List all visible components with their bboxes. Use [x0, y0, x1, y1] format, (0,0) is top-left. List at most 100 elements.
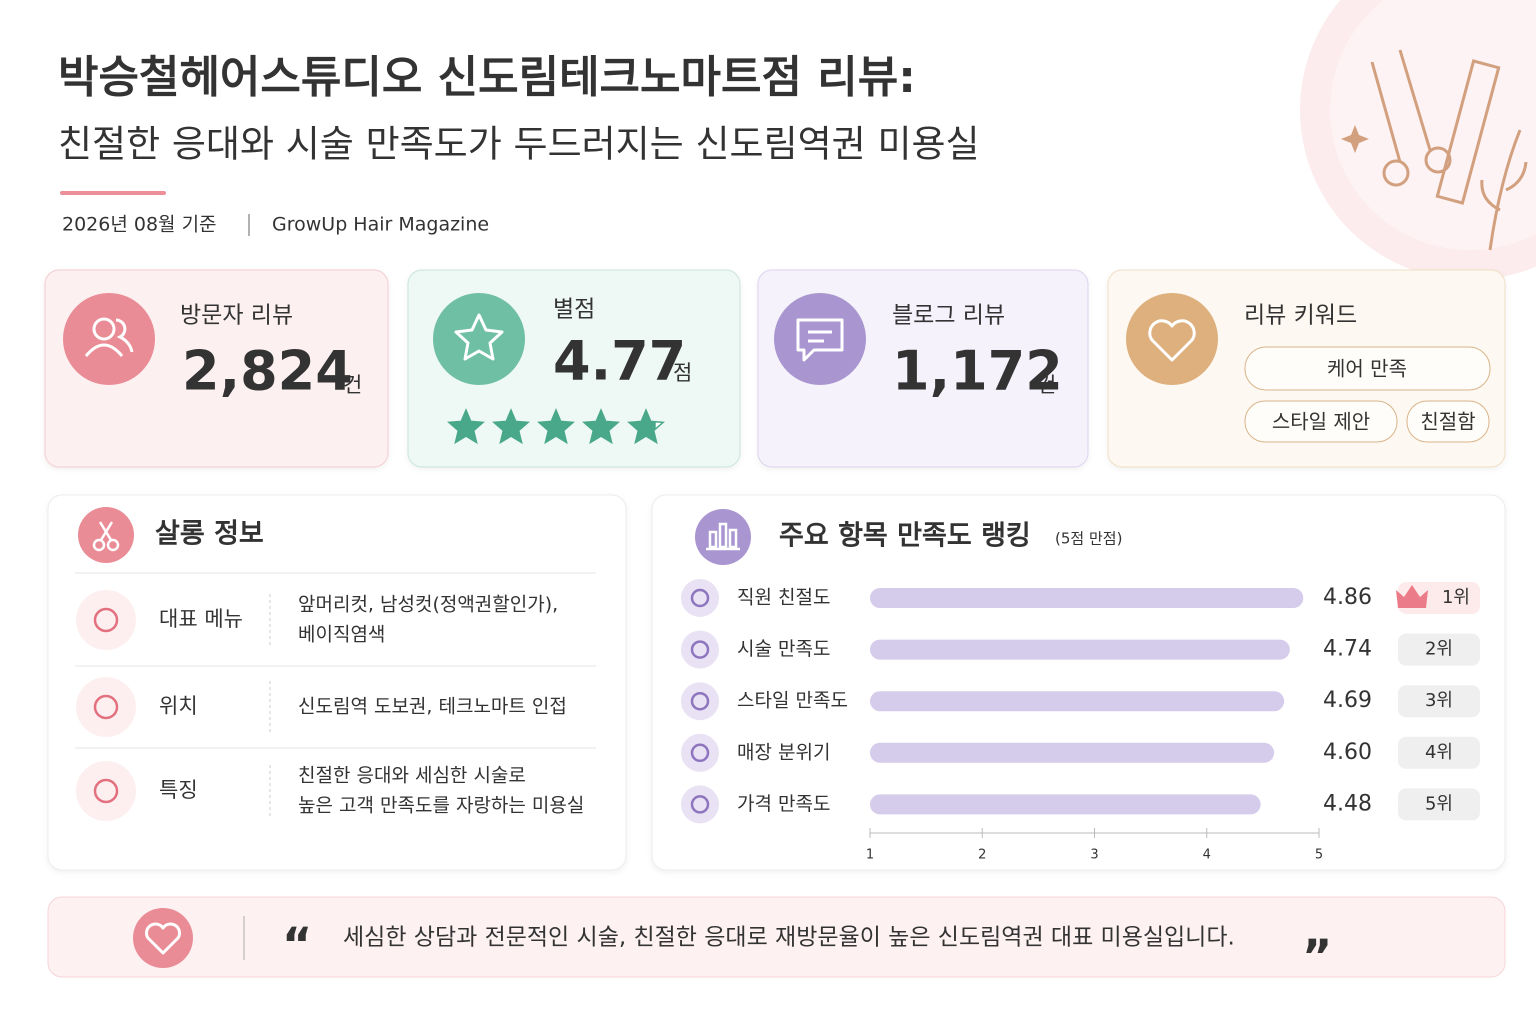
value-label: 4.74 [1323, 637, 1372, 662]
icon [774, 293, 866, 385]
value-label: 4.69 [1323, 688, 1372, 713]
icon [695, 509, 751, 565]
bar [870, 691, 1285, 712]
category-label: 스타일 만족도 [737, 690, 848, 712]
keyword-label: 리뷰 키워드 [1244, 303, 1357, 329]
star [538, 410, 574, 443]
crown-icon [1396, 585, 1428, 608]
rank-label: 1위 [1442, 587, 1470, 608]
stat-unit: 건 [1037, 373, 1056, 397]
keyword: 케어 만족 [1327, 357, 1407, 381]
icon-glyph [454, 313, 504, 361]
icon [433, 293, 525, 385]
star [493, 410, 529, 443]
x-tick-label: 2 [978, 848, 986, 863]
section-title: 살롱 정보 [155, 519, 264, 550]
row-text: 친절한 응대와 세심한 시술로 [298, 765, 526, 787]
row-icon [76, 590, 136, 650]
row-text: 신도림역 도보권, 테크노마트 인접 [298, 696, 567, 718]
stat-value: 2,824 [182, 340, 353, 403]
decoration [1300, 0, 1536, 280]
bar [870, 794, 1261, 815]
category-label: 직원 친절도 [737, 587, 830, 609]
row-text: 베이직염색 [298, 624, 385, 646]
quote-close: ” [1302, 930, 1332, 984]
row-label: 대표 메뉴 [159, 607, 243, 631]
icon [1126, 293, 1218, 385]
stat-label: 방문자 리뷰 [180, 303, 293, 329]
row-icon-glyph [93, 607, 119, 633]
category-label: 매장 분위기 [737, 741, 830, 763]
row-label: 특징 [159, 778, 198, 802]
value-label: 4.48 [1323, 791, 1372, 816]
category-icon-glyph [690, 743, 710, 763]
row-label: 위치 [159, 694, 198, 718]
value-label: 4.60 [1323, 740, 1372, 765]
source: GrowUp Hair Magazine [272, 214, 489, 236]
category-label: 가격 만족도 [737, 793, 830, 815]
icon-glyph [145, 922, 181, 955]
icon-glyph [92, 521, 120, 552]
quote-text: 세심한 상담과 전문적인 시술, 친절한 응대로 재방문율이 높은 신도림역권 … [343, 925, 1235, 951]
stat-unit: 점 [673, 361, 692, 385]
stat-unit: 건 [343, 373, 362, 397]
icon-glyph [706, 522, 740, 551]
category-label: 시술 만족도 [737, 638, 830, 660]
rank-pill [1398, 633, 1480, 666]
rank-pill [1398, 685, 1480, 718]
rank-label: 5위 [1425, 793, 1453, 814]
icon-glyph [796, 318, 844, 362]
stat-label: 블로그 리뷰 [892, 303, 1005, 329]
category-icon [681, 682, 719, 721]
bar [870, 639, 1290, 660]
bar [870, 742, 1275, 763]
category-icon-glyph [690, 640, 710, 659]
stat-value: 4.77 [553, 330, 686, 393]
bar [870, 588, 1304, 608]
star [628, 410, 656, 443]
x-tick-label: 3 [1090, 848, 1098, 863]
rank-label: 2위 [1425, 639, 1453, 660]
category-icon-glyph [690, 588, 710, 608]
quote-box [47, 896, 1506, 978]
x-tick-label: 5 [1315, 848, 1323, 863]
title: 박승철헤어스튜디오 신도림테크노마트점 리뷰: [58, 52, 916, 103]
category-icon [681, 733, 719, 772]
quote-open: “ [282, 918, 312, 972]
category-icon [681, 785, 719, 824]
keyword: 친절함 [1420, 410, 1475, 434]
row-icon [76, 761, 136, 821]
date: 2026년 08월 기준 [62, 214, 217, 236]
row-icon-glyph [93, 778, 119, 804]
row-icon-glyph [93, 694, 119, 720]
keyword-pill [1244, 400, 1398, 443]
card [47, 494, 627, 871]
row-text: 앞머리컷, 남성컷(정액권할인가), [298, 594, 558, 616]
x-tick-label: 1 [866, 848, 874, 863]
category-icon [681, 579, 719, 617]
category-icon-glyph [690, 795, 710, 814]
rank-label: 3위 [1425, 690, 1453, 711]
value-label: 4.86 [1323, 585, 1372, 610]
row-text: 높은 고객 만족도를 자랑하는 미용실 [298, 795, 584, 817]
rank-pill [1398, 788, 1480, 821]
stat-label: 별점 [553, 297, 595, 323]
chart-subtitle: (5점 만점) [1055, 530, 1122, 548]
icon-glyph [84, 317, 134, 357]
icon [133, 908, 193, 968]
keyword-pill [1244, 346, 1491, 391]
stat-value: 1,172 [892, 340, 1063, 403]
category-icon-glyph [690, 691, 710, 711]
subtitle: 친절한 응대와 시술 만족도가 두드러지는 신도림역권 미용실 [58, 123, 980, 166]
rank-pill [1398, 736, 1480, 769]
icon-glyph [1148, 319, 1196, 362]
star [583, 410, 619, 443]
category-icon [681, 630, 719, 669]
x-tick-label: 4 [1203, 848, 1211, 863]
rank-label: 4위 [1425, 742, 1453, 763]
icon [78, 507, 134, 563]
